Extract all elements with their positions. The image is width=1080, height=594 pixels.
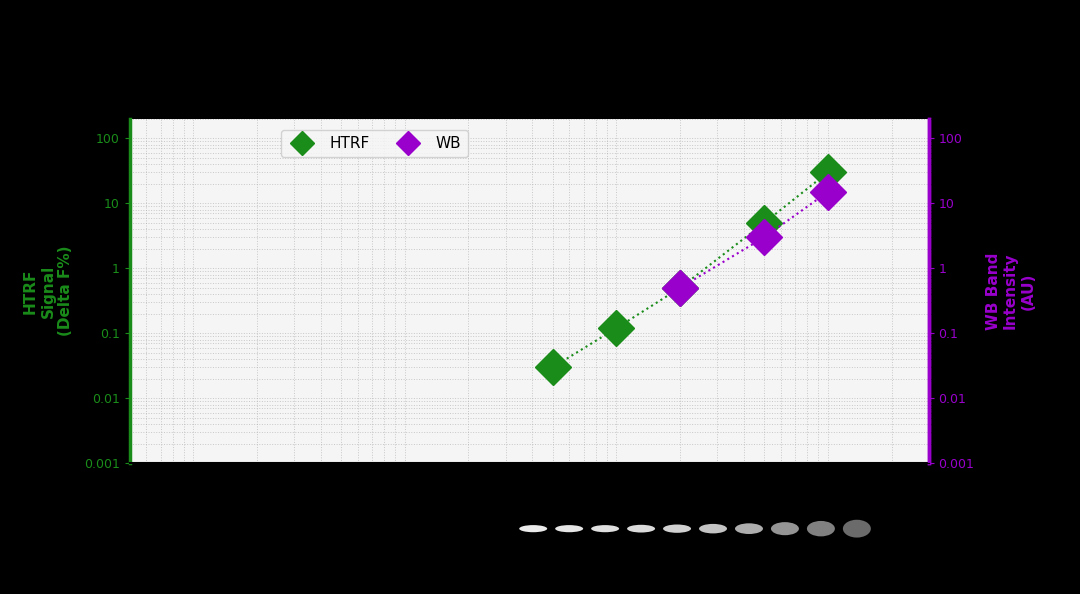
Ellipse shape	[627, 525, 656, 532]
Ellipse shape	[555, 525, 583, 532]
Ellipse shape	[807, 521, 835, 536]
Ellipse shape	[663, 525, 691, 533]
Ellipse shape	[735, 523, 762, 534]
Polygon shape	[514, 555, 566, 592]
Ellipse shape	[771, 522, 799, 535]
Text: Comparison between HTRF and WB sensitivity: Comparison between HTRF and WB sensitivi…	[306, 24, 774, 42]
Ellipse shape	[699, 524, 727, 533]
Text: on Total IDO1: on Total IDO1	[477, 48, 603, 65]
Ellipse shape	[519, 525, 548, 532]
Ellipse shape	[591, 525, 619, 532]
Y-axis label: HTRF
Signal
(Delta F%): HTRF Signal (Delta F%)	[23, 246, 72, 336]
Ellipse shape	[842, 520, 870, 538]
Y-axis label: WB Band
Intensity
(AU): WB Band Intensity (AU)	[986, 252, 1036, 330]
Legend: HTRF, WB: HTRF, WB	[281, 130, 468, 157]
X-axis label: Number of Cells: Number of Cells	[461, 528, 597, 544]
